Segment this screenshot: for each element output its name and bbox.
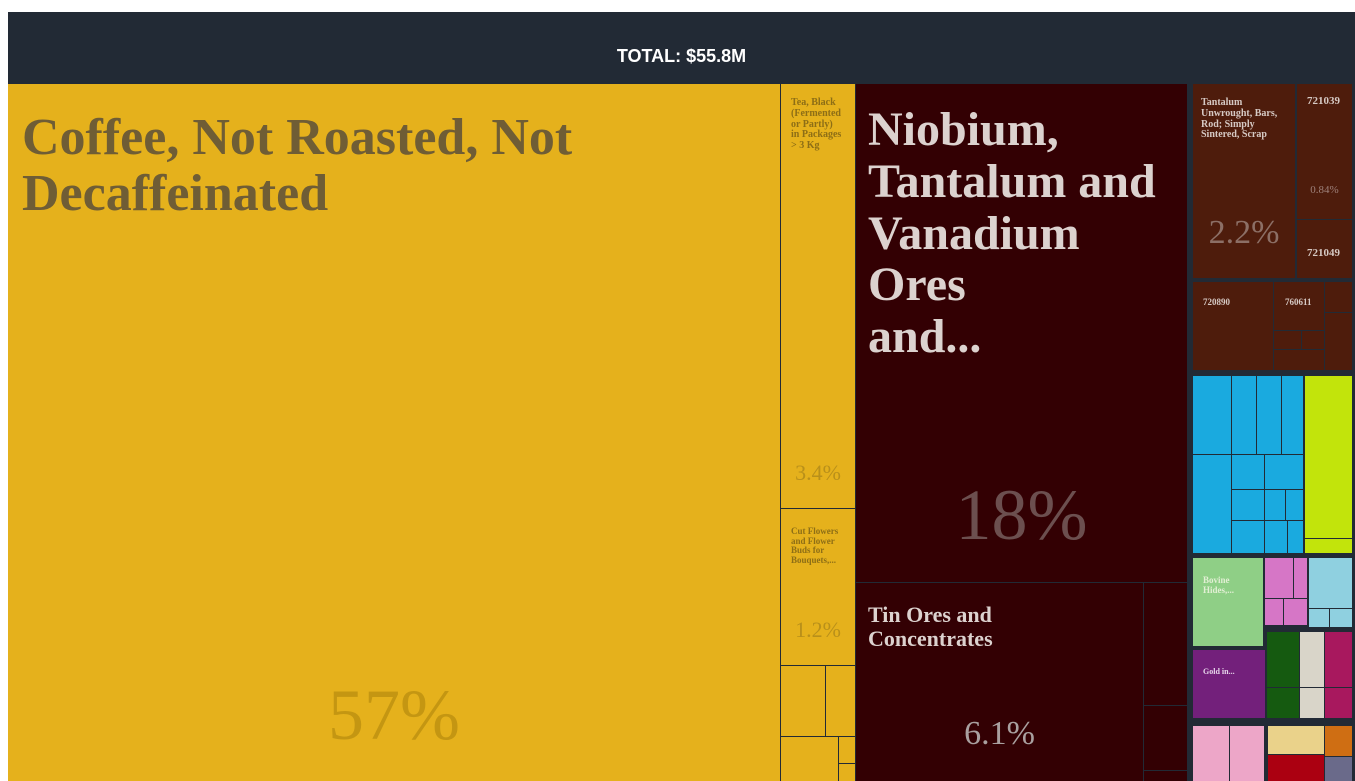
treemap-tile-10[interactable]: 760611 bbox=[1274, 282, 1324, 330]
treemap-minor-tile[interactable] bbox=[1309, 558, 1352, 608]
tile-share-label: 57% bbox=[328, 675, 460, 755]
treemap-tile-3[interactable]: Cut Flowers and Flower Buds for Bouquets… bbox=[781, 509, 855, 665]
treemap-minor-tile[interactable] bbox=[1232, 455, 1264, 489]
tile-label: Tea, Black (Fermented or Partly) in Pack… bbox=[791, 97, 842, 152]
tile-share-label: 6.1% bbox=[964, 715, 1035, 752]
treemap-minor-tile[interactable] bbox=[1268, 726, 1324, 754]
treemap-minor-tile[interactable] bbox=[1286, 490, 1303, 520]
treemap-minor-tile[interactable] bbox=[1282, 376, 1303, 454]
treemap-minor-tile[interactable] bbox=[1230, 726, 1264, 781]
tile-label: 721039 bbox=[1307, 95, 1340, 107]
treemap-minor-tile[interactable] bbox=[1268, 755, 1324, 781]
tile-label: Bovine Hides,... bbox=[1203, 575, 1235, 595]
treemap-minor-tile[interactable] bbox=[1288, 521, 1303, 553]
treemap-minor-tile[interactable] bbox=[1300, 632, 1324, 687]
treemap-minor-tile[interactable] bbox=[839, 764, 855, 781]
treemap-tile-1[interactable]: Coffee, Not Roasted, Not Decaffeinated 57… bbox=[8, 84, 780, 781]
treemap: Coffee, Not Roasted, Not Decaffeinated 57… bbox=[8, 84, 1355, 781]
treemap-minor-tile[interactable] bbox=[1265, 521, 1287, 553]
treemap-minor-tile[interactable] bbox=[1265, 558, 1293, 598]
treemap-tile-12[interactable]: Gold in... bbox=[1193, 650, 1265, 718]
tile-share-label: 0.84% bbox=[1310, 184, 1339, 196]
tile-share-label: 1.2% bbox=[795, 617, 841, 642]
tile-label: Niobium, Tantalum and Vanadium Ores and.… bbox=[868, 103, 1156, 364]
treemap-tile-4[interactable]: Niobium, Tantalum and Vanadium Ores and.… bbox=[856, 84, 1187, 582]
treemap-minor-tile[interactable] bbox=[839, 737, 855, 763]
treemap-minor-tile[interactable] bbox=[1144, 771, 1187, 781]
treemap-tile-6[interactable]: Tantalum Unwrought, Bars, Rod; Simply Si… bbox=[1193, 84, 1295, 278]
treemap-minor-tile[interactable] bbox=[1232, 376, 1256, 454]
treemap-minor-tile[interactable] bbox=[1302, 331, 1324, 349]
tile-share-label: 3.4% bbox=[795, 460, 841, 485]
treemap-minor-tile[interactable] bbox=[1325, 313, 1352, 370]
treemap-minor-tile[interactable] bbox=[1193, 376, 1231, 454]
tile-label: Tin Ores and Concentrates bbox=[868, 602, 993, 651]
treemap-minor-tile[interactable] bbox=[1325, 632, 1352, 687]
treemap-minor-tile[interactable] bbox=[826, 666, 855, 736]
treemap-minor-tile[interactable] bbox=[1325, 726, 1352, 756]
treemap-minor-tile[interactable] bbox=[781, 737, 838, 781]
treemap-minor-tile[interactable] bbox=[1257, 376, 1281, 454]
treemap-minor-tile[interactable] bbox=[1325, 757, 1352, 781]
treemap-tile-8[interactable]: 721049 bbox=[1297, 220, 1352, 278]
treemap-minor-tile[interactable] bbox=[1284, 599, 1307, 625]
treemap-minor-tile[interactable] bbox=[1193, 726, 1229, 781]
treemap-minor-tile[interactable] bbox=[781, 666, 825, 736]
treemap-tile-5[interactable]: Tin Ores and Concentrates 6.1% bbox=[856, 583, 1143, 781]
treemap-minor-tile[interactable] bbox=[1325, 688, 1352, 718]
total-label: TOTAL: $55.8M bbox=[616, 46, 747, 66]
tile-label: 721049 bbox=[1307, 247, 1340, 259]
treemap-header: TOTAL: $55.8M bbox=[8, 12, 1355, 84]
treemap-minor-tile[interactable] bbox=[1144, 583, 1187, 705]
treemap-minor-tile[interactable] bbox=[1325, 282, 1352, 312]
treemap-tile-2[interactable]: Tea, Black (Fermented or Partly) in Pack… bbox=[781, 84, 855, 508]
treemap-tile-11[interactable]: Bovine Hides,... bbox=[1193, 558, 1263, 646]
tile-label: 760611 bbox=[1285, 297, 1312, 307]
treemap-minor-tile[interactable] bbox=[1232, 490, 1264, 520]
treemap-minor-tile[interactable] bbox=[1265, 599, 1283, 625]
tile-share-label: 2.2% bbox=[1208, 214, 1280, 251]
tile-label: Coffee, Not Roasted, Not Decaffeinated bbox=[22, 109, 573, 223]
tile-label: Tantalum Unwrought, Bars, Rod; Simply Si… bbox=[1201, 97, 1278, 141]
tile-label: Gold in... bbox=[1203, 667, 1235, 676]
treemap-minor-tile[interactable] bbox=[1330, 609, 1352, 627]
tile-label: Cut Flowers and Flower Buds for Bouquets… bbox=[791, 526, 839, 566]
treemap-tile-9[interactable]: 720890 bbox=[1193, 282, 1273, 370]
treemap-tile-7[interactable]: 721039 0.84% bbox=[1297, 84, 1352, 219]
treemap-minor-tile[interactable] bbox=[1305, 539, 1352, 553]
treemap-minor-tile[interactable] bbox=[1274, 331, 1301, 349]
treemap-minor-tile[interactable] bbox=[1232, 521, 1264, 553]
treemap-minor-tile[interactable] bbox=[1267, 688, 1299, 718]
treemap-minor-tile[interactable] bbox=[1305, 376, 1352, 538]
tile-share-label: 18% bbox=[955, 475, 1088, 555]
treemap-minor-tile[interactable] bbox=[1300, 688, 1324, 718]
treemap-minor-tile[interactable] bbox=[1267, 632, 1299, 687]
treemap-minor-tile[interactable] bbox=[1274, 350, 1324, 370]
treemap-minor-tile[interactable] bbox=[1309, 609, 1329, 627]
treemap-minor-tile[interactable] bbox=[1144, 706, 1187, 770]
tile-label: 720890 bbox=[1203, 297, 1230, 307]
treemap-minor-tile[interactable] bbox=[1265, 455, 1303, 489]
treemap-minor-tile[interactable] bbox=[1294, 558, 1307, 598]
treemap-minor-tile[interactable] bbox=[1265, 490, 1285, 520]
treemap-minor-tile[interactable] bbox=[1193, 455, 1231, 553]
